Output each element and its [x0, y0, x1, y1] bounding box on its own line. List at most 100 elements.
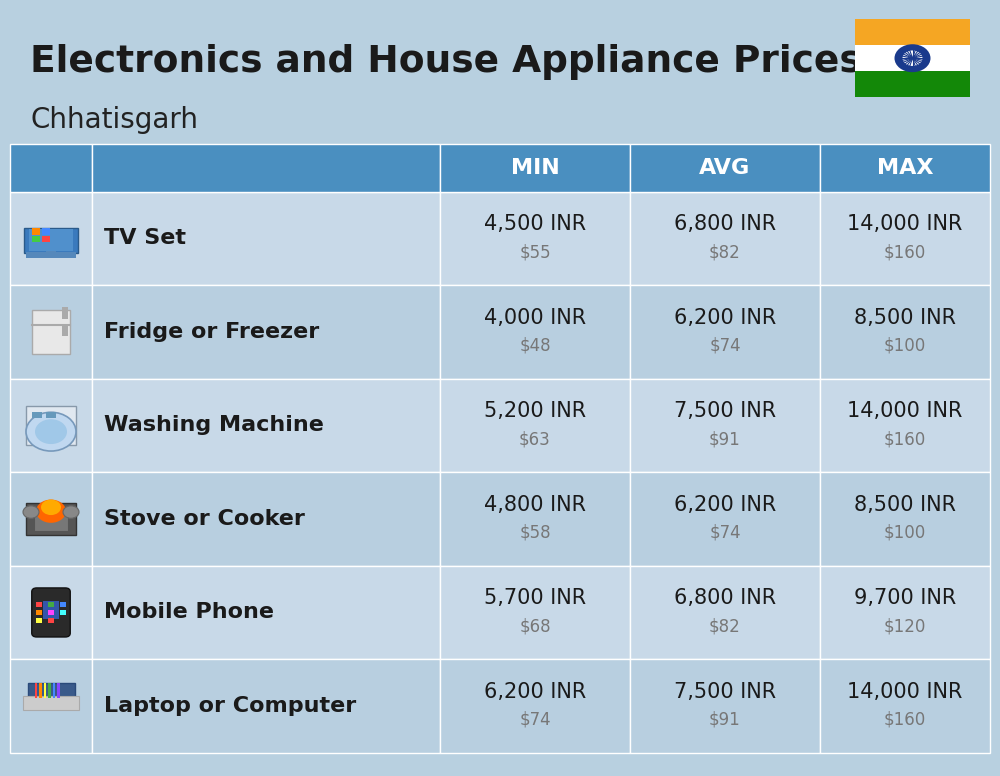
- Circle shape: [902, 50, 922, 66]
- Circle shape: [41, 500, 61, 515]
- Text: MAX: MAX: [877, 158, 933, 178]
- Text: Washing Machine: Washing Machine: [104, 415, 324, 435]
- Bar: [46, 412, 56, 418]
- Text: 7,500 INR: 7,500 INR: [674, 682, 776, 702]
- Bar: [53, 684, 55, 698]
- Text: $48: $48: [519, 337, 551, 355]
- Text: Laptop or Computer: Laptop or Computer: [104, 696, 356, 716]
- Text: 4,000 INR: 4,000 INR: [484, 308, 586, 328]
- Bar: [62, 324, 68, 336]
- Bar: [92, 566, 440, 660]
- Text: AVG: AVG: [699, 158, 751, 178]
- Bar: [48, 602, 54, 607]
- Bar: [28, 683, 74, 702]
- Circle shape: [23, 506, 39, 518]
- Text: 9,700 INR: 9,700 INR: [854, 588, 956, 608]
- FancyBboxPatch shape: [32, 588, 70, 637]
- Text: 7,500 INR: 7,500 INR: [674, 401, 776, 421]
- Bar: [820, 472, 990, 566]
- Text: $82: $82: [709, 618, 741, 636]
- Bar: [440, 566, 630, 660]
- Text: TV Set: TV Set: [104, 228, 186, 248]
- Bar: [92, 144, 440, 192]
- Text: Fridge or Freezer: Fridge or Freezer: [104, 322, 319, 342]
- Text: 6,800 INR: 6,800 INR: [674, 588, 776, 608]
- Bar: [820, 379, 990, 472]
- Bar: [43, 601, 59, 619]
- Bar: [62, 307, 68, 319]
- Text: 6,200 INR: 6,200 INR: [674, 495, 776, 515]
- Text: 14,000 INR: 14,000 INR: [847, 401, 963, 421]
- Text: $120: $120: [884, 618, 926, 636]
- Text: Electronics and House Appliance Prices: Electronics and House Appliance Prices: [30, 44, 862, 80]
- Bar: [630, 144, 820, 192]
- Text: $160: $160: [884, 244, 926, 262]
- Bar: [440, 472, 630, 566]
- Bar: [24, 228, 78, 253]
- Bar: [630, 286, 820, 379]
- Bar: [92, 192, 440, 286]
- Text: $160: $160: [884, 711, 926, 729]
- Bar: [32, 310, 70, 354]
- Text: 6,200 INR: 6,200 INR: [674, 308, 776, 328]
- Bar: [92, 379, 440, 472]
- Text: 6,800 INR: 6,800 INR: [674, 214, 776, 234]
- Bar: [10, 192, 92, 286]
- Bar: [10, 379, 92, 472]
- Text: $100: $100: [884, 337, 926, 355]
- Bar: [26, 407, 76, 445]
- Text: Mobile Phone: Mobile Phone: [104, 602, 274, 622]
- Bar: [48, 684, 50, 698]
- Bar: [92, 660, 440, 753]
- Text: $68: $68: [519, 618, 551, 636]
- Text: 5,200 INR: 5,200 INR: [484, 401, 586, 421]
- Bar: [42, 228, 50, 234]
- Text: $100: $100: [884, 524, 926, 542]
- Bar: [440, 144, 630, 192]
- Bar: [630, 566, 820, 660]
- Bar: [855, 71, 970, 97]
- Text: 5,700 INR: 5,700 INR: [484, 588, 586, 608]
- Circle shape: [36, 500, 66, 523]
- Text: $55: $55: [519, 244, 551, 262]
- Bar: [630, 192, 820, 286]
- Bar: [820, 566, 990, 660]
- Bar: [10, 660, 92, 753]
- Bar: [32, 412, 42, 418]
- Text: $82: $82: [709, 244, 741, 262]
- Text: $74: $74: [709, 524, 741, 542]
- Text: 4,800 INR: 4,800 INR: [484, 495, 586, 515]
- Text: $91: $91: [709, 711, 741, 729]
- Bar: [10, 472, 92, 566]
- Bar: [39, 684, 42, 698]
- Text: 8,500 INR: 8,500 INR: [854, 495, 956, 515]
- Bar: [48, 618, 54, 622]
- Bar: [630, 379, 820, 472]
- Bar: [34, 515, 68, 532]
- Text: 6,200 INR: 6,200 INR: [484, 682, 586, 702]
- Text: $74: $74: [519, 711, 551, 729]
- Bar: [26, 252, 76, 258]
- Text: 4,500 INR: 4,500 INR: [484, 214, 586, 234]
- Bar: [820, 660, 990, 753]
- Bar: [630, 660, 820, 753]
- Circle shape: [895, 44, 930, 72]
- Bar: [26, 503, 76, 535]
- Bar: [630, 472, 820, 566]
- Bar: [440, 192, 630, 286]
- Bar: [42, 236, 50, 242]
- Text: $91: $91: [709, 431, 741, 449]
- Bar: [440, 286, 630, 379]
- Text: Chhatisgarh: Chhatisgarh: [30, 106, 198, 134]
- Text: 14,000 INR: 14,000 INR: [847, 214, 963, 234]
- Bar: [820, 192, 990, 286]
- Bar: [32, 228, 40, 234]
- Bar: [820, 286, 990, 379]
- Circle shape: [35, 419, 67, 444]
- Bar: [36, 602, 42, 607]
- Bar: [57, 684, 60, 698]
- Bar: [36, 610, 42, 615]
- Bar: [60, 610, 66, 615]
- Text: 14,000 INR: 14,000 INR: [847, 682, 963, 702]
- Bar: [44, 684, 46, 698]
